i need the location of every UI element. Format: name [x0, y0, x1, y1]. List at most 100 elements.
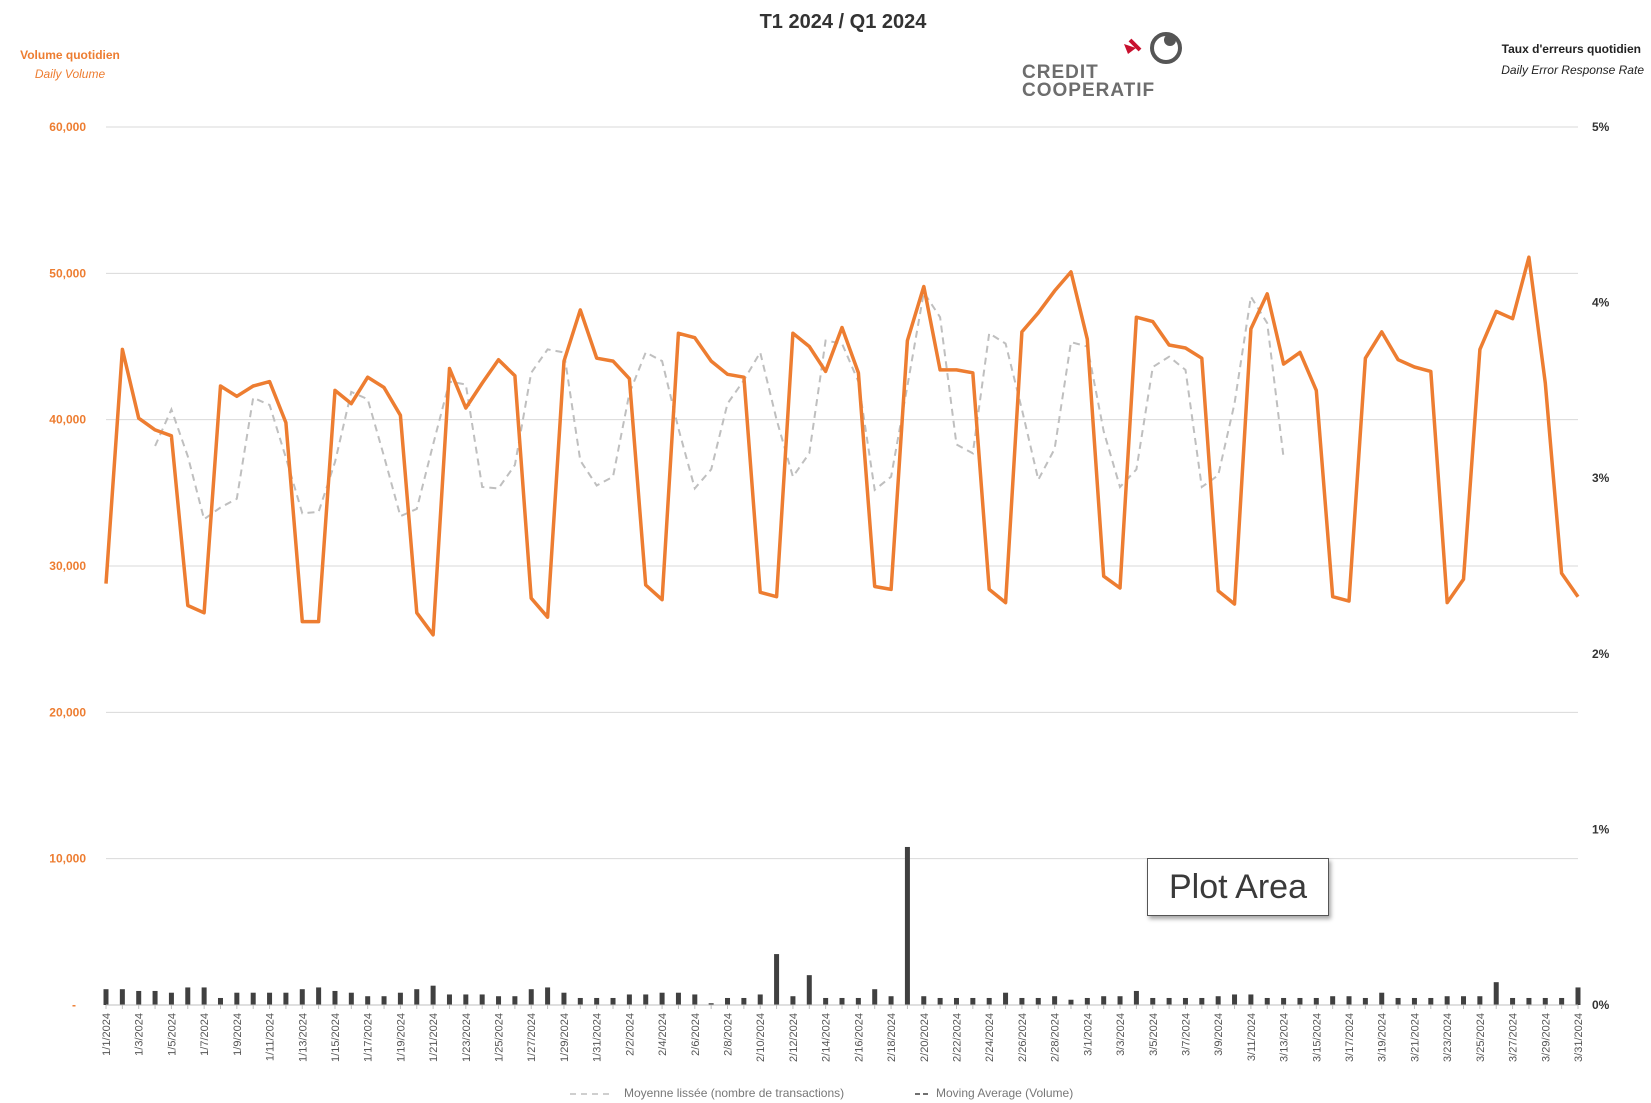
- error-rate-bar: [1526, 997, 1532, 1005]
- x-axis-tick-label: 2/26/2024: [1017, 1013, 1029, 1062]
- x-axis-tick-label: 1/15/2024: [330, 1013, 342, 1062]
- error-rate-bar: [888, 996, 894, 1005]
- error-rate-bar: [1297, 997, 1303, 1005]
- error-rate-bar: [970, 997, 976, 1005]
- error-rate-bar: [316, 987, 322, 1005]
- error-rate-bar: [430, 985, 436, 1005]
- left-axis-ticks: 60,000 50,000 40,000 30,000 20,000 10,000 -: [49, 120, 86, 1012]
- x-axis-tick-label: 2/2/2024: [624, 1013, 636, 1056]
- x-axis-tick-label: 1/31/2024: [592, 1013, 604, 1062]
- error-rate-bar: [1003, 992, 1009, 1005]
- right-axis-title: Taux d'erreurs quotidien Daily Error Res…: [1501, 42, 1644, 77]
- error-rate-bar: [1232, 994, 1238, 1005]
- x-axis-tick-label: 2/24/2024: [984, 1013, 996, 1062]
- error-rate-bar: [1493, 982, 1499, 1005]
- error-rate-bar: [774, 954, 780, 1005]
- error-rate-bar: [626, 994, 632, 1005]
- x-axis-tick-label: 3/7/2024: [1180, 1013, 1192, 1056]
- error-rate-bar: [103, 989, 109, 1005]
- x-axis-tick-label: 1/9/2024: [232, 1013, 244, 1056]
- error-rate-bar: [348, 992, 354, 1005]
- x-axis-tick-label: 1/21/2024: [428, 1013, 440, 1062]
- error-rate-bar: [1035, 997, 1041, 1005]
- error-rate-bar: [1248, 994, 1254, 1005]
- x-axis-tick-label: 3/23/2024: [1442, 1013, 1454, 1062]
- error-rate-bar: [496, 996, 502, 1005]
- x-axis-tick-label: 2/16/2024: [853, 1013, 865, 1062]
- x-axis-tick-label: 3/13/2024: [1279, 1013, 1291, 1062]
- error-rate-bar: [217, 997, 223, 1005]
- x-axis-tick-label: 2/20/2024: [919, 1013, 931, 1062]
- error-rate-bar: [168, 992, 174, 1005]
- error-rate-bar: [1346, 996, 1352, 1005]
- error-rate-bar: [1182, 997, 1188, 1005]
- error-rate-bar: [365, 996, 371, 1005]
- right-axis-tick-label: 0%: [1592, 998, 1610, 1012]
- error-rate-bar: [1559, 997, 1565, 1005]
- x-axis-tick-label: 3/29/2024: [1540, 1013, 1552, 1062]
- right-axis-ticks: 5% 4% 3% 2% 1% 0%: [1592, 120, 1610, 1012]
- x-axis-tick-label: 1/13/2024: [297, 1013, 309, 1062]
- x-axis-tick-label: 3/21/2024: [1409, 1013, 1421, 1062]
- series-daily-volume-line: [104, 255, 1580, 637]
- left-axis-tick-label: 60,000: [49, 120, 86, 134]
- error-rate-bar: [234, 992, 240, 1005]
- error-rate-bar: [414, 989, 420, 1005]
- x-axis-tick-label: 1/7/2024: [199, 1013, 211, 1056]
- legend-label-1: Moyenne lissée (nombre de transactions): [624, 1086, 844, 1100]
- error-rate-bar: [381, 996, 387, 1005]
- left-axis-tick-label: 10,000: [49, 852, 86, 866]
- error-rate-bar: [839, 997, 845, 1005]
- error-rate-bar: [1166, 997, 1172, 1005]
- left-axis-tick-label: -: [72, 998, 76, 1012]
- error-rate-bar: [921, 996, 927, 1005]
- x-axis-tick-label: 2/14/2024: [821, 1013, 833, 1062]
- error-rate-bar: [1330, 996, 1336, 1005]
- logo: CREDIT COOPERATIF: [1022, 32, 1182, 101]
- error-rate-bar: [806, 975, 812, 1005]
- error-rate-bar: [1379, 992, 1385, 1005]
- right-axis-tick-label: 4%: [1592, 296, 1610, 310]
- error-rate-bar: [1542, 997, 1548, 1005]
- logo-mark-icon: [1124, 32, 1182, 64]
- x-axis-tick-label: 3/5/2024: [1148, 1013, 1160, 1056]
- error-rate-bar: [446, 994, 452, 1005]
- gridlines: [106, 126, 1578, 860]
- error-rate-bar: [953, 997, 959, 1005]
- x-axis-ticks: 1/1/2024 1/3/2024 1/5/2024 1/7/2024 1/9/2024…: [101, 1005, 1585, 1062]
- error-rate-bar: [1150, 997, 1156, 1005]
- error-rate-bar: [986, 997, 992, 1005]
- error-rate-bar: [675, 992, 681, 1005]
- error-rate-bar: [283, 992, 289, 1005]
- error-rate-bar: [872, 989, 878, 1005]
- error-rate-bar: [659, 992, 665, 1005]
- x-axis-tick-label: 3/11/2024: [1246, 1013, 1258, 1061]
- x-axis-tick-label: 1/3/2024: [134, 1013, 146, 1056]
- error-rate-bar: [757, 994, 763, 1005]
- x-axis-tick-label: 1/1/2024: [101, 1013, 113, 1056]
- error-rate-bar: [397, 992, 403, 1005]
- x-axis-tick-label: 2/10/2024: [755, 1013, 767, 1062]
- left-axis-tick-label: 50,000: [49, 266, 86, 280]
- error-rate-bar: [512, 996, 518, 1005]
- error-rate-bar: [1428, 997, 1434, 1005]
- error-rate-bar: [136, 990, 142, 1005]
- x-axis-tick-label: 3/31/2024: [1573, 1013, 1585, 1062]
- error-rate-bar: [725, 997, 731, 1005]
- x-axis-tick-label: 3/27/2024: [1508, 1013, 1520, 1062]
- error-rate-bar: [823, 997, 829, 1005]
- error-rate-bar: [1052, 996, 1058, 1005]
- right-axis-label: Taux d'erreurs quotidien: [1502, 42, 1641, 56]
- x-axis-tick-label: 3/25/2024: [1475, 1013, 1487, 1062]
- x-axis-tick-label: 1/29/2024: [559, 1013, 571, 1062]
- x-axis-tick-label: 2/18/2024: [886, 1013, 898, 1062]
- error-rate-bar: [463, 994, 469, 1005]
- error-rate-bar: [692, 994, 698, 1005]
- error-rate-bar: [1411, 997, 1417, 1005]
- error-rate-bar: [708, 1003, 714, 1005]
- error-rate-bar: [1575, 987, 1581, 1005]
- error-rate-bar: [119, 989, 125, 1005]
- error-rate-bar: [332, 990, 338, 1005]
- x-axis-tick-label: 1/23/2024: [461, 1013, 473, 1062]
